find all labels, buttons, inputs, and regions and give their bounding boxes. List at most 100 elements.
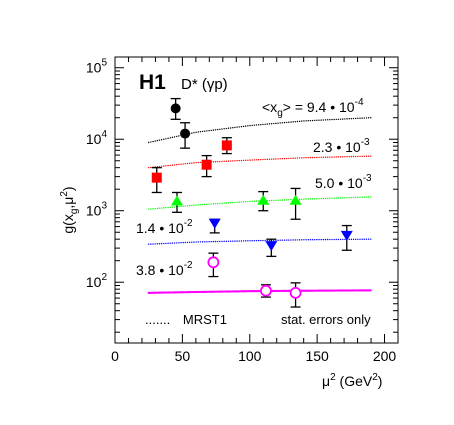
curve-dot: [326, 119, 329, 121]
curve-dot: [232, 127, 234, 129]
curve-dot: [359, 117, 361, 119]
curve-dot: [273, 239, 275, 242]
curve-dot: [333, 118, 335, 121]
data-points: [151, 97, 353, 308]
curve-dot: [178, 242, 180, 244]
experiment-label: H1: [139, 71, 166, 94]
curve-dot: [318, 197, 320, 200]
curve-dot: [270, 158, 273, 160]
curve-dot: [169, 137, 171, 139]
curve-dot: [249, 240, 251, 242]
curve-dot: [292, 157, 294, 159]
curve-dot: [184, 205, 187, 207]
data-point: [180, 128, 191, 139]
curve-dot: [208, 129, 210, 132]
curve-dot: [333, 156, 335, 158]
curve-dot: [367, 155, 370, 157]
curve-dot: [370, 117, 372, 119]
data-point: [265, 241, 278, 252]
curve-dot: [359, 238, 361, 240]
curve-dot: [359, 196, 361, 198]
curve-dot: [298, 120, 301, 123]
curve-dot: [283, 157, 286, 160]
curve-dot: [208, 203, 210, 205]
data-point: [207, 256, 220, 269]
curve-dot: [290, 121, 292, 123]
curve-dot: [178, 163, 180, 166]
curve-dot: [290, 157, 292, 160]
curve-dot: [173, 242, 176, 244]
curve-dot: [219, 202, 221, 205]
curve-dot: [335, 197, 337, 199]
curve-dot: [335, 118, 337, 121]
curve-dot: [298, 157, 301, 159]
curve-dot: [339, 156, 342, 158]
theory-curve: [147, 155, 372, 169]
curve-dot: [322, 119, 325, 121]
data-point: [289, 194, 302, 205]
curve-dot: [210, 129, 212, 132]
curve-dot: [266, 123, 268, 125]
curve-dot: [354, 238, 357, 241]
curve-dot: [285, 199, 288, 201]
curve-dot: [352, 238, 355, 241]
process-label: D* (γp): [181, 76, 228, 93]
curve-dot: [223, 202, 225, 204]
curve-dot: [270, 199, 273, 202]
curve-dot: [337, 238, 340, 241]
curve-dot: [234, 201, 236, 204]
curve-dot: [160, 138, 163, 141]
curve-dot: [264, 239, 266, 242]
curve-dot: [273, 158, 275, 160]
curve-dot: [337, 197, 340, 199]
curve-dot: [324, 197, 327, 200]
data-series: [170, 97, 191, 149]
theory-curves: [147, 117, 372, 294]
curve-dot: [214, 240, 217, 243]
curve-dot: [324, 156, 327, 158]
curve-dot: [171, 164, 174, 166]
curve-dot: [180, 242, 182, 244]
curve-dot: [150, 208, 152, 210]
curve-dot: [199, 241, 202, 243]
curve-dot: [275, 158, 277, 160]
x-tick-label: 50: [175, 348, 191, 364]
curve-dot: [344, 238, 346, 241]
curve-dot: [357, 238, 359, 241]
curve-dot: [238, 240, 240, 242]
curve-dot: [365, 196, 368, 198]
curve-dot: [279, 158, 281, 160]
curve-dot: [314, 156, 316, 159]
curve-dot: [279, 199, 281, 201]
curve-dot: [223, 128, 225, 130]
curve-dot: [165, 138, 167, 140]
curve-dot: [167, 137, 169, 139]
curve-dot: [221, 128, 223, 130]
curve-dot: [232, 240, 234, 242]
curve-dot: [370, 196, 372, 198]
legend-label-text: MRST1: [183, 312, 227, 327]
curve-dot: [275, 199, 277, 202]
curve-dot: [354, 155, 357, 158]
curve-dot: [309, 156, 312, 159]
curve-dot: [216, 240, 219, 243]
curve-dot: [234, 160, 236, 162]
curve-dot: [154, 207, 156, 210]
curve-dot: [188, 204, 191, 207]
y-tick-label: 102: [86, 272, 108, 290]
curve-dot: [173, 164, 176, 166]
curve-dot: [266, 239, 268, 242]
curve-dot: [221, 160, 223, 163]
curve-dot: [359, 155, 361, 158]
curve-dot: [206, 130, 208, 132]
curve-dot: [242, 240, 245, 242]
curve-dot: [163, 242, 165, 245]
curve-dot: [242, 159, 245, 162]
curve-dot: [294, 120, 297, 123]
data-point: [221, 140, 232, 151]
curve-dot: [182, 241, 184, 244]
curve-dot: [257, 124, 260, 126]
curve-dot: [242, 125, 245, 128]
curve-dot: [169, 164, 171, 167]
